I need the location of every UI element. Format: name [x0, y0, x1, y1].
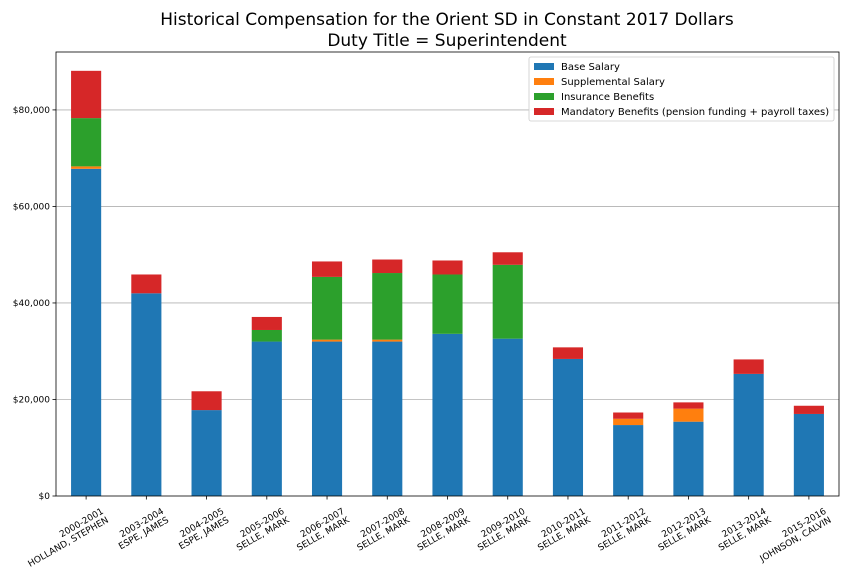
- bar-segment: [492, 252, 523, 265]
- bar-segment: [372, 259, 403, 274]
- y-tick-label: $0: [39, 492, 51, 502]
- bar-segment: [311, 339, 343, 342]
- bar-segment: [372, 341, 403, 496]
- bar-segment: [613, 425, 644, 496]
- bar-segment: [552, 358, 584, 496]
- legend: Base Salary Supplemental Salary Insurance …: [528, 56, 835, 122]
- legend-swatch: [534, 78, 554, 85]
- legend-swatch: [534, 63, 554, 70]
- bar-segment: [71, 168, 102, 496]
- bar-segment: [733, 359, 764, 374]
- legend-entry: Supplemental Salary: [561, 77, 665, 88]
- bar-segment: [673, 408, 704, 422]
- chart-subtitle: Duty Title = Superintendent: [327, 31, 567, 51]
- y-axis: $0 $20,000 $40,000 $60,000 $80,000: [13, 106, 56, 502]
- y-tick-label: $60,000: [13, 202, 50, 212]
- x-tick-label-line: HOLLAND, STEPHEN: [27, 516, 111, 570]
- bar-segment: [793, 405, 824, 414]
- bar-segment: [492, 264, 523, 339]
- bar-segment: [71, 70, 102, 119]
- bar-segment: [71, 118, 102, 167]
- bar-segment: [673, 421, 704, 496]
- bar-segment: [552, 347, 584, 359]
- bar-segment: [673, 402, 704, 409]
- bar-segment: [311, 261, 343, 277]
- bar-segment: [432, 260, 463, 275]
- bar-segment: [311, 341, 343, 496]
- bar-segment: [733, 373, 764, 496]
- y-tick-label: $40,000: [13, 299, 50, 309]
- bar-segment: [131, 274, 162, 294]
- legend-entry: Mandatory Benefits (pension funding + pa…: [561, 107, 829, 118]
- bar-segment: [71, 166, 102, 169]
- bar-segment: [251, 329, 282, 342]
- legend-swatch: [534, 93, 554, 100]
- bar-segment: [311, 276, 343, 340]
- bars: [71, 70, 824, 496]
- bar-segment: [372, 273, 403, 340]
- bar-segment: [432, 333, 463, 496]
- legend-box: [528, 56, 835, 122]
- bar-segment: [793, 413, 824, 496]
- bar-segment: [613, 418, 644, 426]
- bar-segment: [372, 339, 403, 342]
- bar-segment: [191, 410, 222, 496]
- y-tick-label: $80,000: [13, 106, 50, 116]
- legend-entry: Base Salary: [561, 62, 620, 73]
- bar-segment: [613, 412, 644, 419]
- bar-segment: [492, 338, 523, 496]
- legend-entry: Insurance Benefits: [561, 92, 654, 103]
- bar-segment: [191, 391, 222, 411]
- bar-segment: [131, 293, 162, 496]
- bar-segment: [251, 341, 282, 496]
- bar-segment: [432, 274, 463, 334]
- bar-segment: [251, 316, 282, 330]
- legend-swatch: [534, 108, 554, 115]
- y-tick-label: $20,000: [13, 395, 50, 405]
- chart-title: Historical Compensation for the Orient S…: [160, 10, 734, 30]
